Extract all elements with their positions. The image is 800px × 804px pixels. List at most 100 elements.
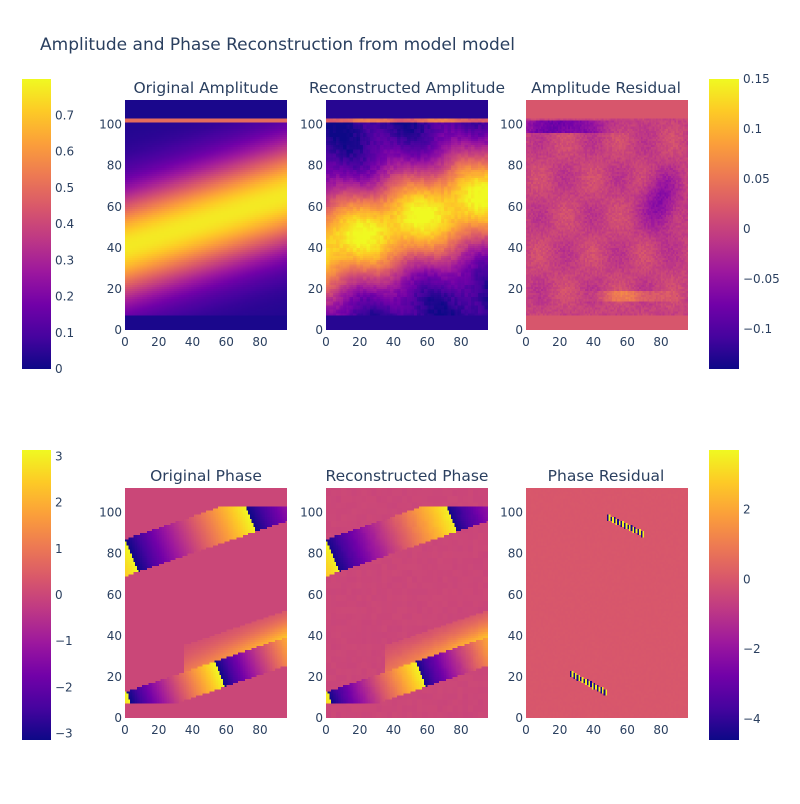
colorbar-tick-label: 0	[55, 588, 63, 602]
x-tick-label: 80	[252, 723, 267, 737]
colorbar-tick-label: 0	[55, 362, 63, 376]
y-tick-label: 20	[508, 282, 523, 296]
panel-original-amplitude: Original Amplitude 0 20 40 60 80 0 20 40 60 80 100	[99, 79, 287, 349]
heatmap-image	[326, 100, 488, 330]
figure-title: Amplitude and Phase Reconstruction from …	[40, 35, 515, 55]
y-tick-label: 60	[107, 200, 122, 214]
y-tick-label: 100	[300, 118, 323, 132]
colorbar-tick-label: −0.1	[743, 322, 772, 336]
y-tick-label: 40	[107, 241, 122, 255]
y-tick-label: 20	[107, 670, 122, 684]
panel-title: Amplitude Residual	[531, 79, 681, 97]
x-tick-label: 0	[121, 335, 129, 349]
y-tick-label: 0	[114, 711, 122, 725]
x-tick-label: 60	[620, 723, 635, 737]
y-tick-label: 80	[107, 159, 122, 173]
x-tick-label: 80	[453, 335, 468, 349]
colorbar-tick-label: 0.1	[55, 326, 74, 340]
x-tick-label: 40	[586, 723, 601, 737]
colorbar-gradient	[709, 450, 739, 740]
x-tick-label: 60	[219, 723, 234, 737]
colorbar-cb-phase: −3 −2 −1 0 1 2 3	[22, 449, 73, 741]
colorbar-tick-label: 1	[55, 542, 63, 556]
x-tick-label: 20	[352, 335, 367, 349]
x-tick-label: 80	[653, 335, 668, 349]
colorbar-tick-label: 0	[743, 572, 751, 586]
colorbar-cb-amp: 0 0.1 0.2 0.3 0.4 0.5 0.6 0.7	[22, 79, 74, 376]
y-tick-label: 40	[508, 629, 523, 643]
colorbar-tick-label: 0.1	[743, 122, 762, 136]
colorbar-tick-label: 0.5	[55, 181, 74, 195]
x-tick-label: 0	[322, 723, 330, 737]
panel-title: Reconstructed Phase	[326, 467, 489, 485]
colorbar-tick-label: 0.4	[55, 217, 74, 231]
panel-title: Reconstructed Amplitude	[309, 79, 505, 97]
x-tick-label: 80	[653, 723, 668, 737]
y-tick-label: 20	[308, 670, 323, 684]
colorbar-tick-label: 0.15	[743, 72, 770, 86]
colorbar-tick-label: 0.2	[55, 290, 74, 304]
panel-title: Original Amplitude	[133, 79, 278, 97]
panel-title: Phase Residual	[548, 467, 665, 485]
heatmap-image	[125, 488, 287, 718]
y-tick-label: 80	[508, 159, 523, 173]
colorbar-gradient	[22, 450, 51, 740]
colorbar-tick-label: 2	[743, 502, 751, 516]
x-tick-label: 40	[185, 335, 200, 349]
colorbar-gradient	[709, 79, 739, 369]
x-tick-label: 0	[522, 723, 530, 737]
heatmap-image	[125, 100, 287, 330]
panel-amplitude-residual: Amplitude Residual 0 20 40 60 80 0 20 40 60 80 100	[500, 79, 688, 349]
y-tick-label: 100	[99, 118, 122, 132]
colorbar-tick-label: 0.3	[55, 253, 74, 267]
colorbar-tick-label: −0.05	[743, 272, 780, 286]
y-tick-label: 100	[500, 506, 523, 520]
x-tick-label: 40	[386, 335, 401, 349]
y-tick-label: 100	[300, 506, 323, 520]
panel-original-phase: Original Phase 0 20 40 60 80 0 20 40 60 80 100	[99, 467, 287, 737]
y-tick-label: 20	[107, 282, 122, 296]
colorbar-tick-label: 0.6	[55, 145, 74, 159]
y-tick-label: 20	[508, 670, 523, 684]
y-tick-label: 60	[308, 588, 323, 602]
colorbar-tick-label: 0	[743, 222, 751, 236]
x-tick-label: 40	[185, 723, 200, 737]
y-tick-label: 100	[500, 118, 523, 132]
colorbar-cb-amp-resid: −0.1 −0.05 0 0.05 0.1 0.15	[709, 72, 780, 369]
y-tick-label: 60	[508, 588, 523, 602]
y-tick-label: 60	[508, 200, 523, 214]
heatmap-image	[526, 488, 688, 718]
x-tick-label: 60	[219, 335, 234, 349]
colorbar-tick-label: 2	[55, 496, 63, 510]
y-tick-label: 40	[107, 629, 122, 643]
x-tick-label: 80	[453, 723, 468, 737]
colorbars: 00.10.20.30.40.50.60.7−0.1−0.0500.050.10…	[22, 72, 780, 741]
y-tick-label: 0	[515, 323, 523, 337]
colorbar-tick-label: 0.7	[55, 108, 74, 122]
x-tick-label: 40	[386, 723, 401, 737]
y-tick-label: 60	[107, 588, 122, 602]
colorbar-gradient	[22, 79, 51, 369]
x-tick-label: 20	[552, 723, 567, 737]
colorbar-tick-label: −2	[743, 642, 761, 656]
y-tick-label: 80	[308, 159, 323, 173]
y-tick-label: 100	[99, 506, 122, 520]
x-tick-label: 20	[151, 723, 166, 737]
x-tick-label: 60	[420, 335, 435, 349]
y-tick-label: 0	[114, 323, 122, 337]
colorbar-cb-phase-resid: −4 −2 0 2	[709, 450, 761, 740]
y-tick-label: 60	[308, 200, 323, 214]
y-tick-label: 20	[308, 282, 323, 296]
panel-phase-residual: Phase Residual 0 20 40 60 80 0 20 40 60 80 100	[500, 467, 688, 737]
x-tick-label: 40	[586, 335, 601, 349]
x-tick-label: 20	[552, 335, 567, 349]
y-tick-label: 80	[308, 547, 323, 561]
x-tick-label: 60	[620, 335, 635, 349]
x-tick-label: 0	[322, 335, 330, 349]
y-tick-label: 40	[508, 241, 523, 255]
colorbar-tick-label: 3	[55, 449, 63, 463]
panel-title: Original Phase	[150, 467, 262, 485]
x-tick-label: 20	[352, 723, 367, 737]
